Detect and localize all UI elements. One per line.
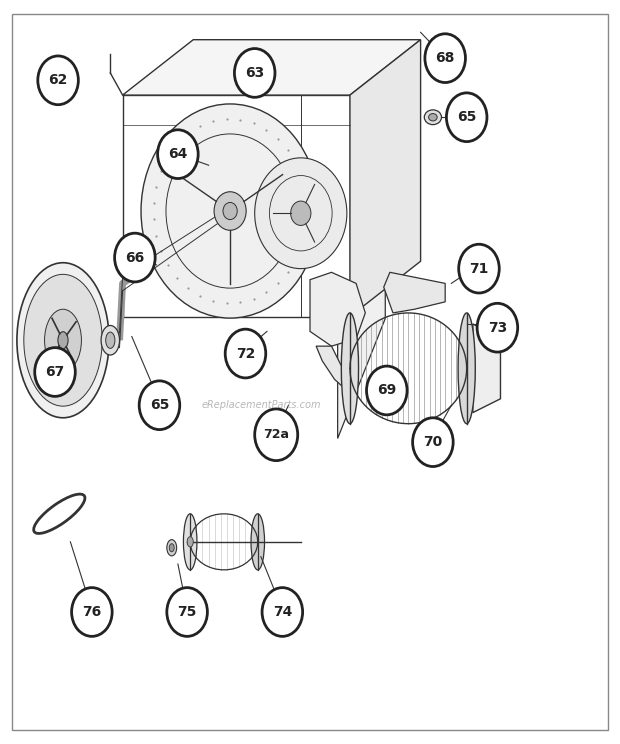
- Text: eReplacementParts.com: eReplacementParts.com: [201, 400, 321, 410]
- Circle shape: [38, 56, 78, 105]
- Text: 70: 70: [423, 435, 443, 449]
- Ellipse shape: [251, 514, 265, 570]
- Circle shape: [214, 192, 246, 231]
- Circle shape: [477, 304, 518, 352]
- Polygon shape: [338, 252, 385, 438]
- Circle shape: [167, 588, 207, 636]
- Circle shape: [234, 48, 275, 97]
- Ellipse shape: [101, 325, 120, 355]
- Ellipse shape: [105, 332, 115, 348]
- Text: 74: 74: [273, 605, 292, 619]
- Polygon shape: [350, 39, 420, 317]
- Text: 62: 62: [48, 74, 68, 87]
- Circle shape: [139, 381, 180, 429]
- Circle shape: [255, 158, 347, 269]
- Polygon shape: [473, 324, 500, 413]
- Ellipse shape: [167, 539, 177, 556]
- Circle shape: [255, 409, 298, 461]
- Polygon shape: [384, 272, 445, 313]
- Circle shape: [413, 418, 453, 466]
- Ellipse shape: [342, 313, 358, 423]
- Circle shape: [459, 244, 499, 293]
- Text: 69: 69: [377, 383, 396, 397]
- Circle shape: [425, 33, 466, 83]
- Circle shape: [157, 129, 198, 179]
- Circle shape: [446, 93, 487, 141]
- Text: 66: 66: [125, 251, 144, 265]
- Polygon shape: [123, 39, 420, 95]
- Circle shape: [71, 588, 112, 636]
- Text: 65: 65: [457, 110, 476, 124]
- Ellipse shape: [17, 263, 109, 418]
- Text: 65: 65: [150, 398, 169, 412]
- Circle shape: [366, 366, 407, 415]
- Ellipse shape: [428, 114, 437, 121]
- Text: 72a: 72a: [264, 429, 289, 441]
- Ellipse shape: [458, 313, 476, 423]
- Ellipse shape: [24, 275, 102, 406]
- Text: 75: 75: [177, 605, 197, 619]
- Circle shape: [223, 202, 237, 219]
- Text: 76: 76: [82, 605, 102, 619]
- Text: 68: 68: [435, 51, 455, 65]
- Text: 63: 63: [245, 66, 264, 80]
- Text: 71: 71: [469, 262, 489, 275]
- Circle shape: [291, 201, 311, 225]
- Ellipse shape: [184, 514, 197, 570]
- Text: 72: 72: [236, 347, 255, 361]
- Text: 73: 73: [488, 321, 507, 335]
- Ellipse shape: [424, 110, 441, 125]
- Ellipse shape: [58, 332, 68, 349]
- Ellipse shape: [169, 544, 174, 552]
- Ellipse shape: [45, 310, 81, 371]
- Circle shape: [225, 329, 266, 378]
- Polygon shape: [316, 346, 356, 391]
- Circle shape: [262, 588, 303, 636]
- Circle shape: [35, 347, 75, 397]
- Circle shape: [141, 104, 319, 318]
- Polygon shape: [310, 272, 365, 346]
- Ellipse shape: [187, 536, 193, 547]
- Text: 64: 64: [168, 147, 188, 161]
- Circle shape: [115, 233, 155, 282]
- Text: 67: 67: [45, 365, 64, 379]
